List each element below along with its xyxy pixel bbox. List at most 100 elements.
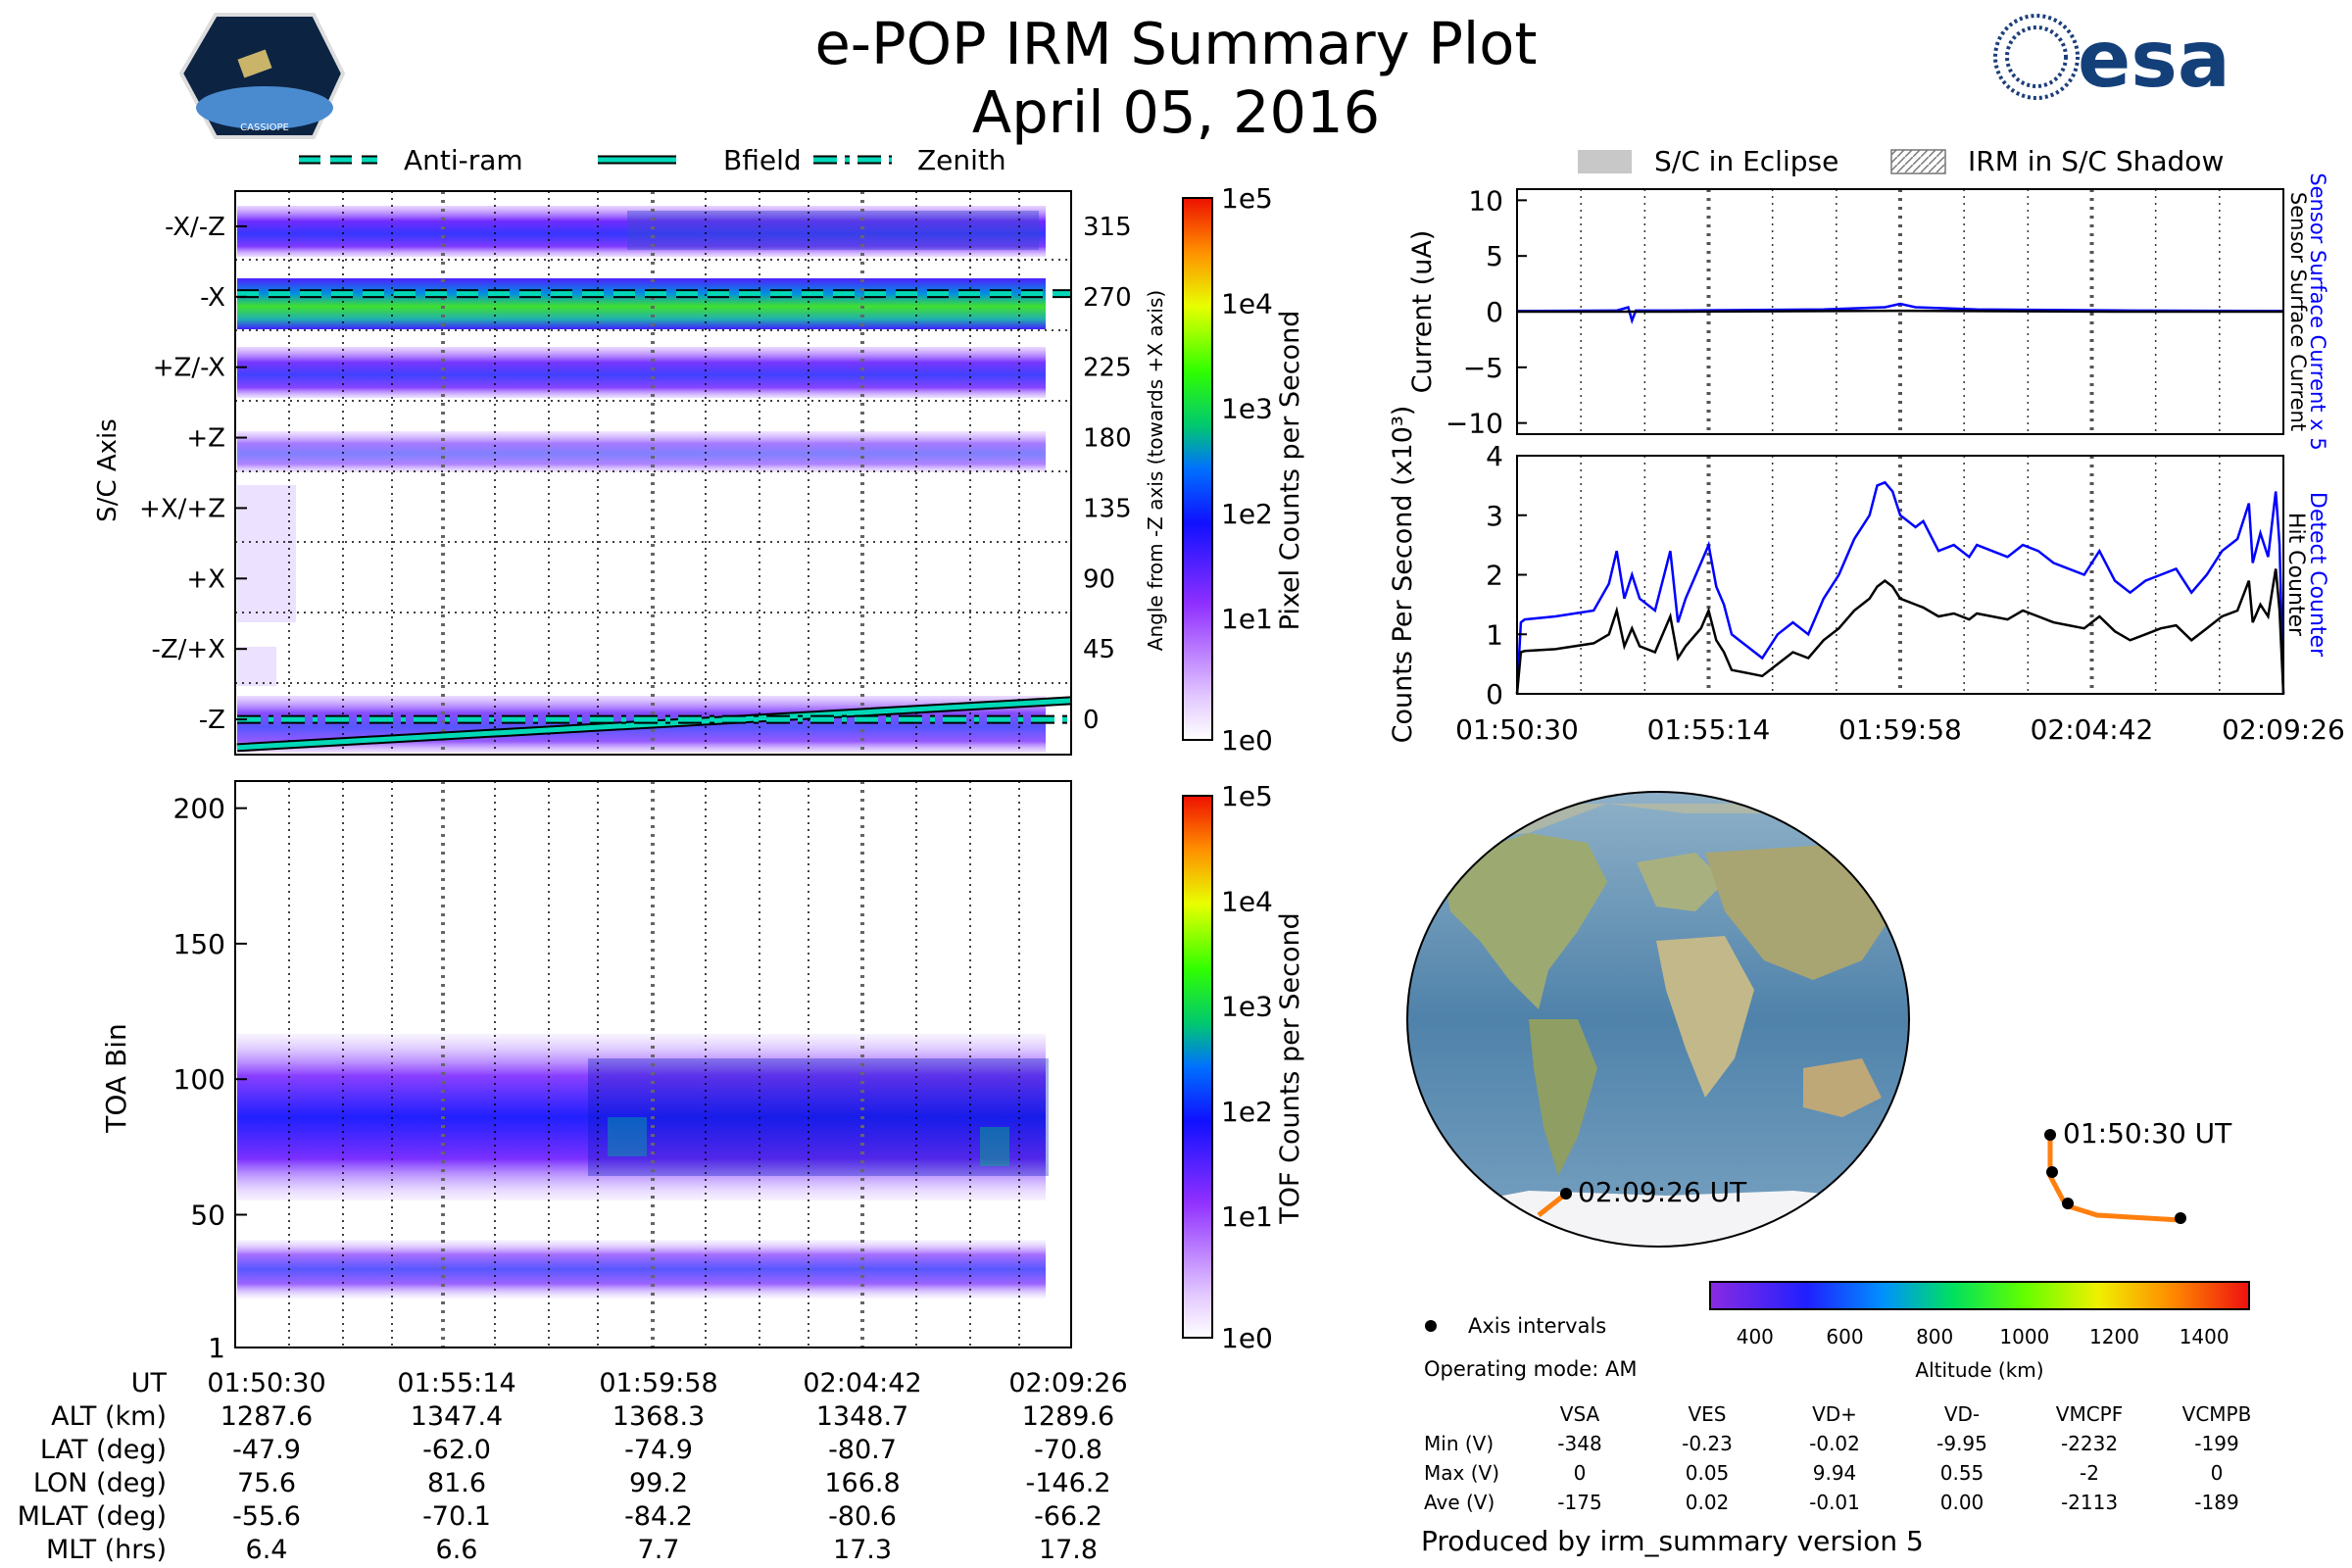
colorbar-tick: 1e1 [1221, 1200, 1273, 1233]
altitude-tick: 1000 [1999, 1325, 2049, 1348]
orbit-row-label: UT [131, 1368, 168, 1398]
orbit-row-label: LON (deg) [33, 1468, 167, 1498]
tof-heatmap-bands [237, 1034, 1049, 1298]
colorbar-tick: 1e0 [1221, 724, 1273, 757]
series-sensor-surface-current-x-5 [1516, 302, 2284, 325]
tof-ytick: 50 [190, 1199, 225, 1231]
pixel-ylabel: S/C Axis [93, 418, 122, 522]
orbit-cell: 02:09:26 [1008, 1368, 1127, 1398]
page-title: e-POP IRM Summary Plot [814, 10, 1538, 77]
tof-major-grid [441, 781, 864, 1348]
voltage-cell: 0 [1574, 1461, 1587, 1485]
voltage-table: VSA VES VD+ VD- VMCPF VCMPB Min (V) -348 -0.23 -0… [1424, 1402, 2251, 1514]
voltage-row-label: Ave (V) [1424, 1491, 1494, 1514]
orbit-cell: -47.9 [232, 1435, 301, 1465]
counts-series [1515, 480, 2285, 695]
voltage-col-header: VMCPF [2056, 1402, 2123, 1426]
orbit-cell: 99.2 [629, 1468, 688, 1498]
voltage-col-header: VES [1688, 1402, 1726, 1426]
pixel-y2tick: 180 [1083, 424, 1132, 454]
orbit-cell: -55.6 [232, 1501, 301, 1532]
tof-ytick: 150 [173, 928, 225, 960]
pixel-direction-lines [236, 289, 1071, 753]
legend-top-right: S/C in Eclipse IRM in S/C Shadow [1578, 145, 2224, 177]
orbit-cell: 1289.6 [1022, 1401, 1114, 1432]
orbit-cell: 1287.6 [220, 1401, 313, 1432]
series-hit-counter [1515, 568, 2285, 695]
legend-top-left: Anti-ram Bfield Zenith [299, 144, 1006, 176]
plot-date: April 05, 2016 [971, 78, 1381, 146]
voltage-cell: -0.02 [1809, 1432, 1860, 1455]
pixel-colorbar: 1e5 1e4 1e3 1e2 1e1 1e0 Pixel Counts per Seco… [1182, 182, 1305, 757]
current-grid [1580, 189, 2221, 434]
current-yticks: 10 5 0 −5 −10 [1446, 184, 1527, 440]
altitude-tick: 800 [1916, 1325, 1953, 1348]
current-panel: 10 5 0 −5 −10 Current (uA) Sensor Surface Cu… [1407, 172, 2329, 450]
ytick: 1 [1486, 618, 1503, 651]
right-xtick: 01:50:30 [1455, 713, 1579, 746]
orbit-table: UT 01:50:30 01:55:14 01:59:58 02:04:42 02:09:… [18, 1368, 1128, 1565]
pixel-y2tick: 135 [1083, 494, 1132, 523]
voltage-col-header: VD+ [1812, 1402, 1857, 1426]
colorbar-tick: 1e5 [1221, 780, 1273, 812]
orbit-cell: 1348.7 [816, 1401, 908, 1432]
orbit-cell: -62.0 [422, 1435, 491, 1465]
altitude-label: Altitude (km) [1915, 1358, 2043, 1382]
legend-bfield: Bfield [723, 144, 802, 176]
pixel-y2ticks: 315 270 225 180 135 90 45 0 [1083, 213, 1132, 735]
orbit-cell: 81.6 [427, 1468, 486, 1498]
orbit-cell: 02:04:42 [803, 1368, 921, 1398]
pixel-frame [234, 190, 1072, 756]
altitude-ticks: 400 600 800 1000 1200 1400 [1737, 1325, 2230, 1348]
orbit-interval-marker [2062, 1198, 2074, 1209]
orbit-row-label: MLT (hrs) [46, 1535, 167, 1565]
ytick: −5 [1463, 352, 1503, 384]
cassiope-logo-text: CASSIOPE [240, 122, 289, 133]
tof-ytick: 100 [173, 1063, 225, 1096]
ytick: 4 [1486, 440, 1503, 472]
voltage-cell: 0.02 [1686, 1491, 1730, 1514]
axis-intervals-label: Axis intervals [1468, 1314, 1606, 1338]
orbit-cell: -66.2 [1034, 1501, 1102, 1532]
legend-eclipse: S/C in Eclipse [1654, 145, 1838, 177]
orbit-cell: 6.4 [246, 1535, 288, 1565]
right-xtick: 02:09:26 [2222, 713, 2345, 746]
voltage-cell: -2 [2080, 1461, 2099, 1485]
tof-grid [288, 781, 1020, 1348]
colorbar-tick: 1e4 [1221, 287, 1273, 319]
ytick: 0 [1486, 296, 1503, 328]
ytick: 0 [1486, 678, 1503, 710]
title-block: e-POP IRM Summary Plot April 05, 2016 [588, 10, 1764, 147]
colorbar-tick: 1e3 [1221, 393, 1273, 425]
orbit-cell: 01:50:30 [207, 1368, 325, 1398]
tof-colorbar-label: TOF Counts per Second [1275, 912, 1305, 1225]
legend-anti-ram: Anti-ram [404, 144, 523, 176]
colorbar-tick: 1e2 [1221, 1096, 1273, 1128]
tof-ylabel: TOA Bin [100, 1023, 132, 1133]
pixel-ytick: +X [186, 564, 225, 594]
voltage-cell: -9.95 [1936, 1432, 1987, 1455]
orbit-end-label: 02:09:26 UT [1578, 1176, 1747, 1208]
orbit-cell: 1347.4 [411, 1401, 503, 1432]
pixel-heatmap-bands [237, 206, 1046, 753]
legend-zenith: Zenith [917, 144, 1006, 176]
pixel-y2tick: 315 [1083, 213, 1132, 242]
voltage-cell: -0.23 [1682, 1432, 1733, 1455]
series-detect-counter [1515, 480, 2285, 695]
orbit-row-label: ALT (km) [51, 1401, 167, 1432]
legend-shadow: IRM in S/C Shadow [1968, 145, 2224, 177]
orbit-cell: -146.2 [1025, 1468, 1110, 1498]
pixel-ytick: +Z/-X [153, 354, 225, 383]
current-series [1516, 302, 2284, 325]
pixel-y2tick: 225 [1083, 354, 1132, 383]
counts-right-label-blue: Detect Counter [2305, 492, 2329, 658]
pixel-y2label: Angle from -Z axis (towards +X axis) [1144, 290, 1167, 651]
orbit-cell: 01:59:58 [599, 1368, 717, 1398]
tof-colorbar: 1e5 1e4 1e3 1e2 1e1 1e0 TOF Counts per Second [1182, 780, 1305, 1354]
pixel-major-grid [441, 191, 864, 755]
esa-logo-text: esa [2078, 14, 2230, 105]
voltage-col-header: VSA [1560, 1402, 1600, 1426]
altitude-tick: 1400 [2180, 1325, 2230, 1348]
voltage-cell: -348 [1557, 1432, 1601, 1455]
